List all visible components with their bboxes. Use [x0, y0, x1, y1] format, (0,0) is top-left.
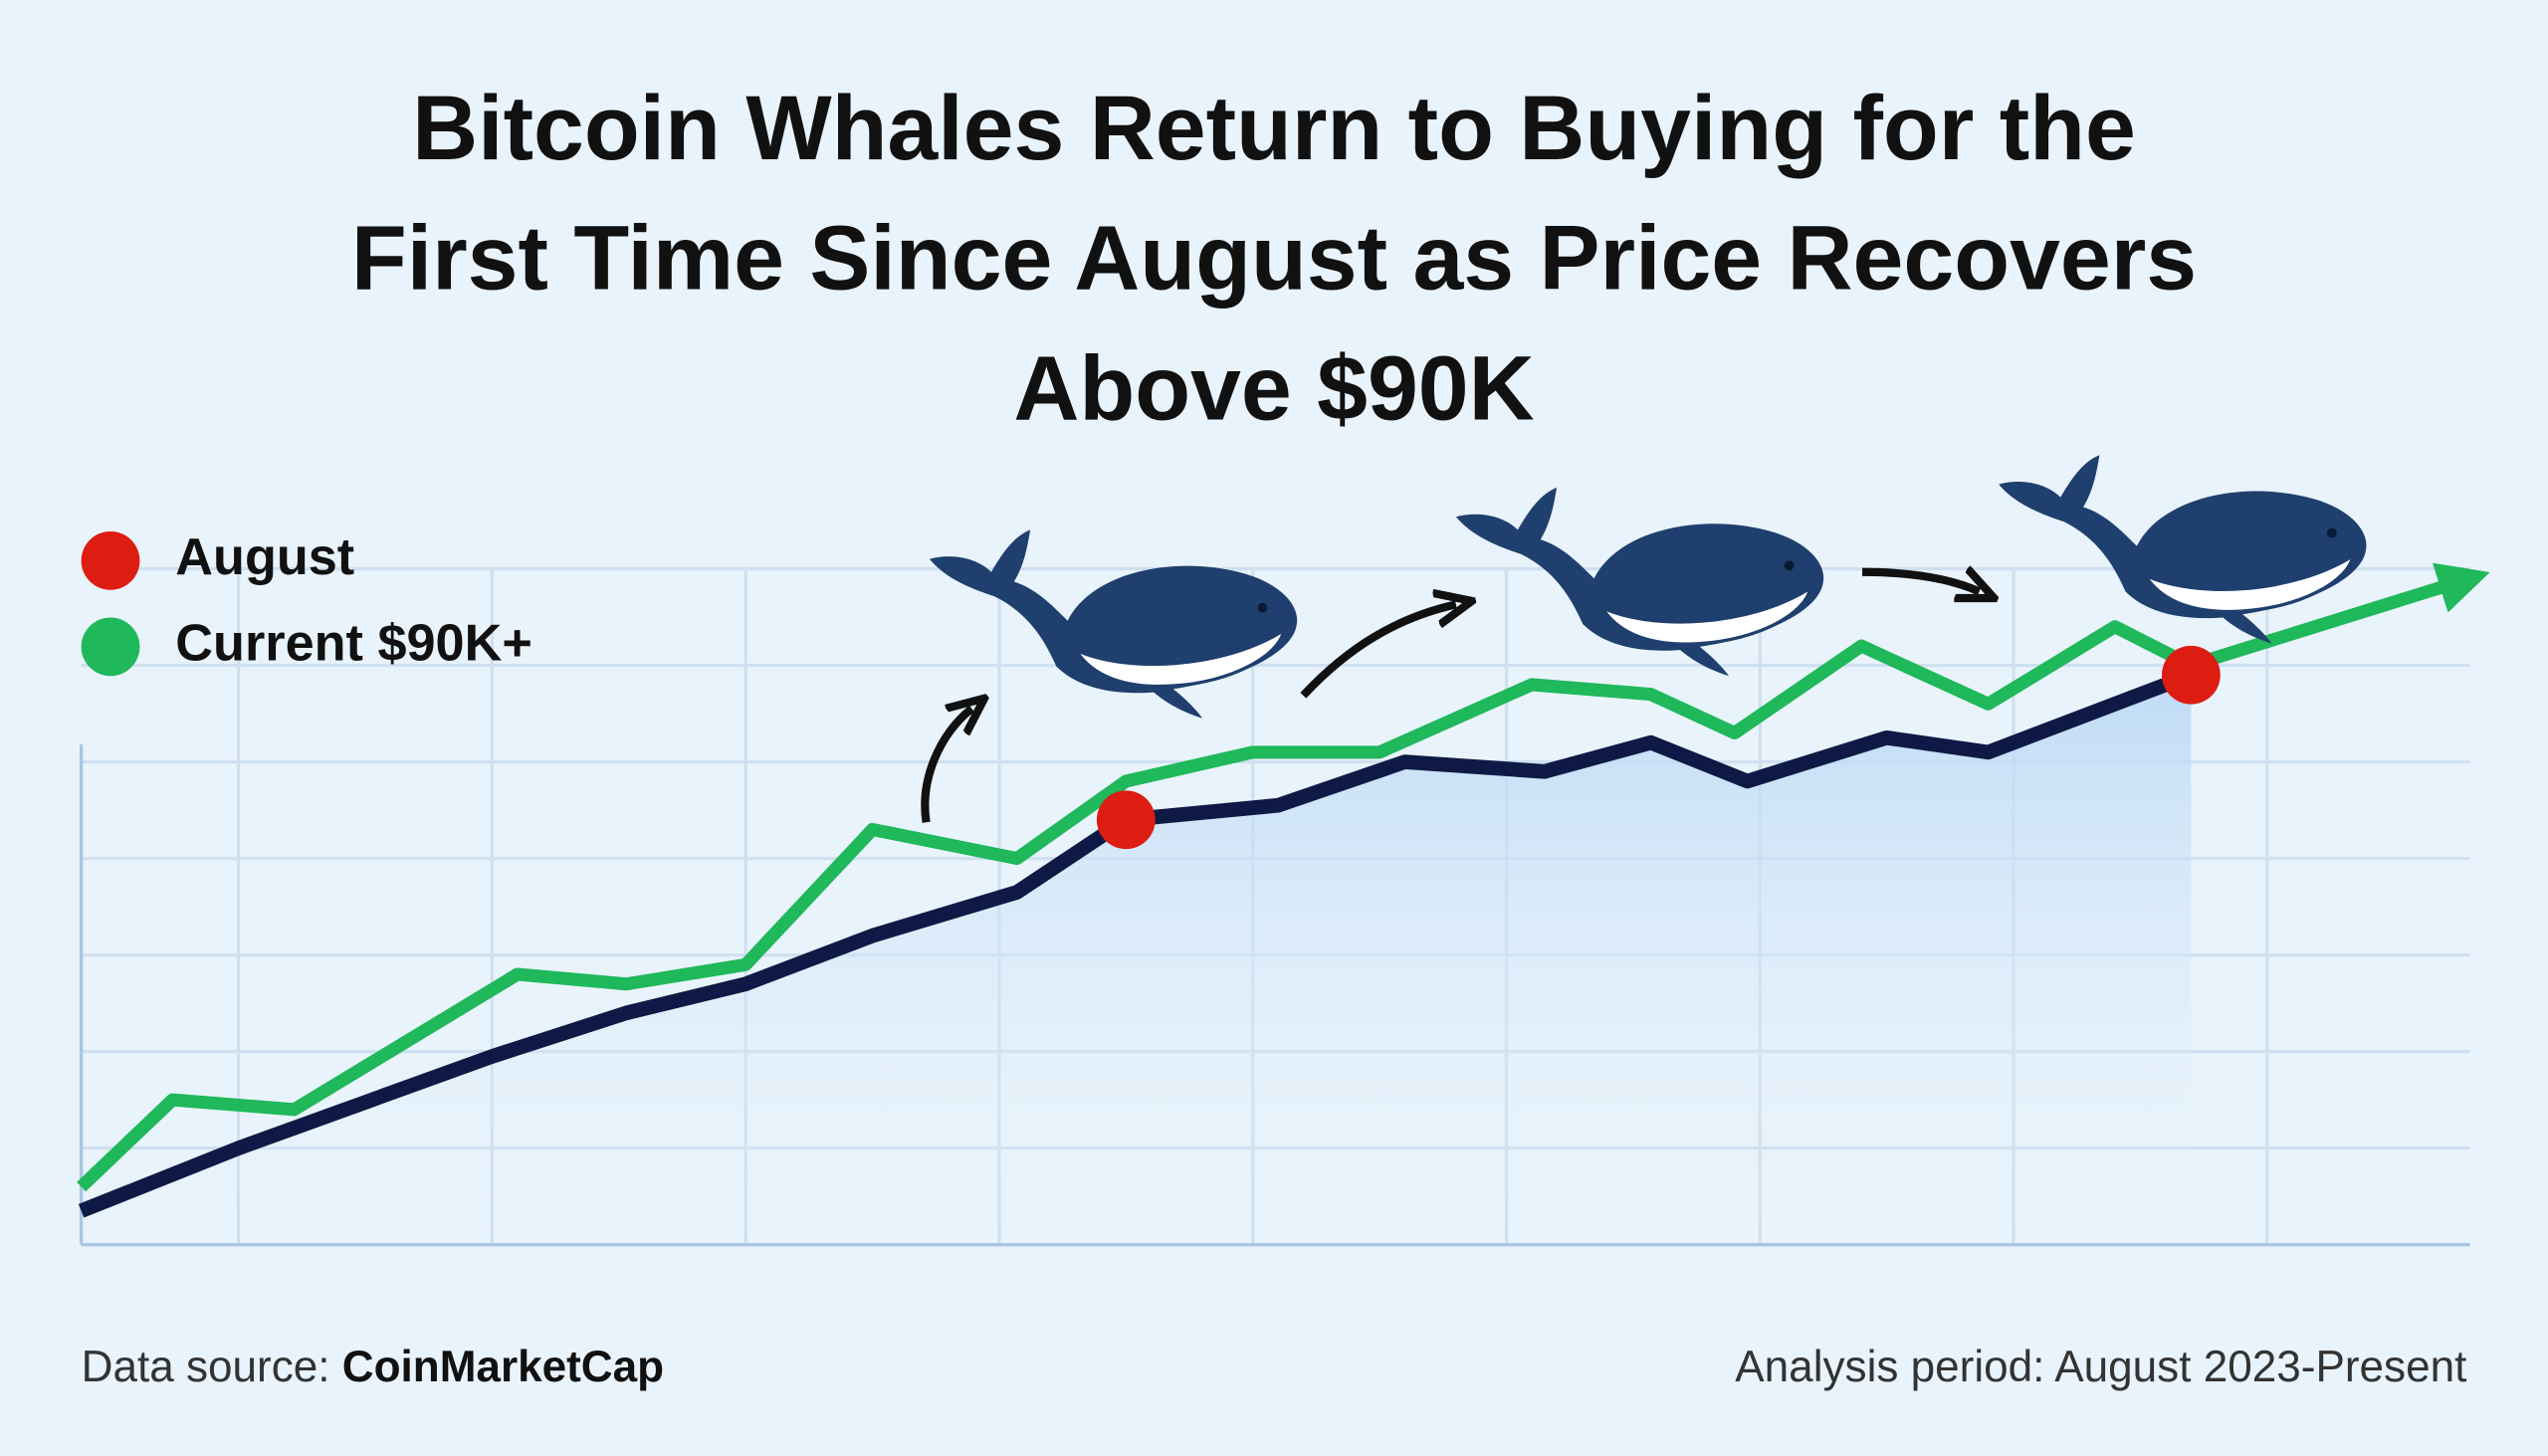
source-name: CoinMarketCap	[342, 1343, 664, 1391]
line	[78, 668, 2194, 1218]
line	[77, 562, 2490, 1192]
marker	[2161, 645, 2221, 705]
legend: August Current $90K+	[81, 528, 532, 677]
source-prefix: Data source:	[82, 1343, 330, 1391]
legend-swatch	[81, 530, 140, 590]
source-label: Data source: CoinMarketCap	[82, 1343, 664, 1391]
legend-swatch	[81, 617, 140, 677]
chart-title: Above $90K	[1013, 337, 1534, 439]
chart-title: Bitcoin Whales Return to Buying for the	[412, 78, 2136, 179]
arrow-icon	[1862, 572, 1980, 592]
whale-icon	[1454, 486, 1825, 677]
analysis-period: Analysis period: August 2023-Present	[1735, 1343, 2466, 1391]
marker	[1096, 790, 1156, 850]
arrow-icon	[921, 709, 971, 823]
legend-label: August	[175, 528, 354, 586]
whale-icon	[1997, 453, 2369, 644]
area	[81, 675, 2192, 1245]
chart-title: First Time Since August as Price Recover…	[351, 208, 2197, 310]
arrow-icon	[1300, 604, 1455, 699]
legend-label: Current $90K+	[175, 615, 532, 673]
whale-icon	[928, 527, 1299, 719]
plot	[77, 562, 2490, 1245]
